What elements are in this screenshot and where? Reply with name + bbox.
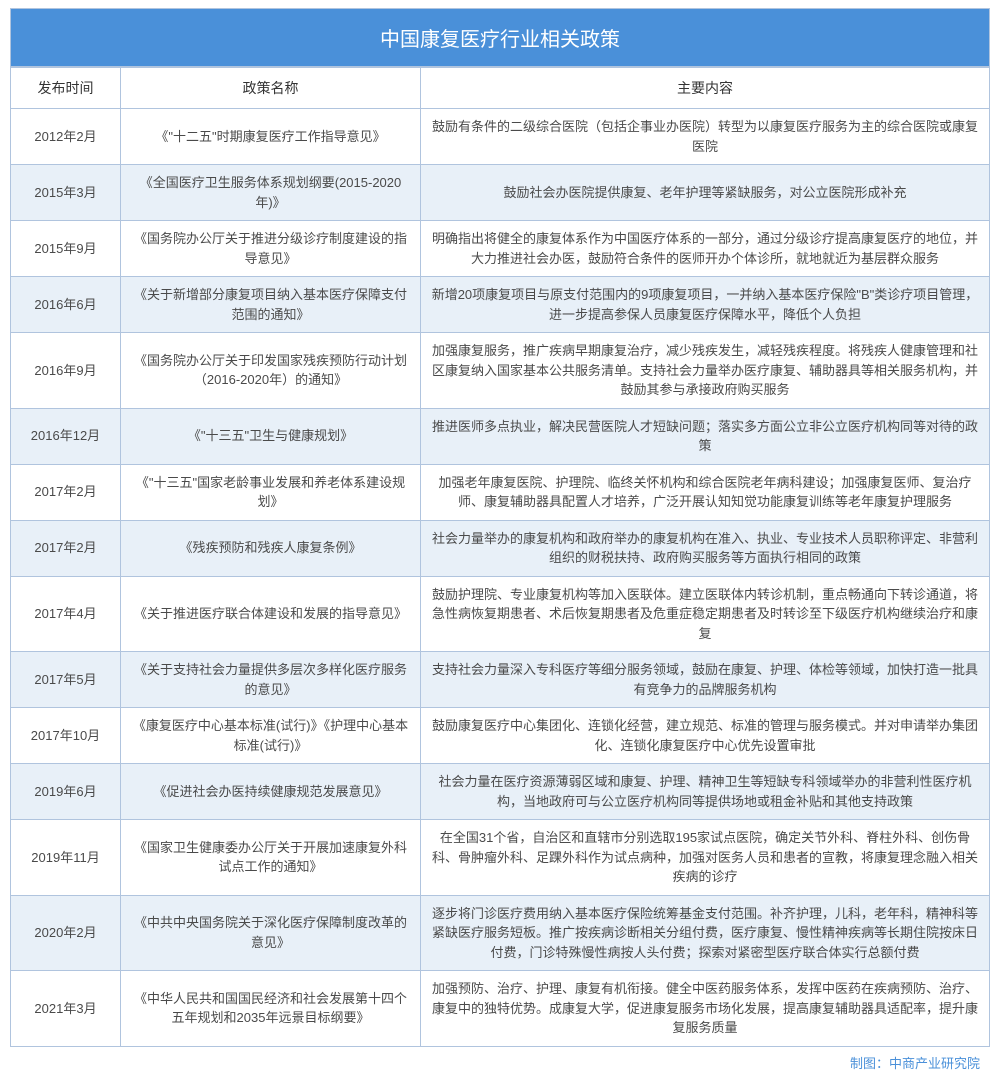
cell-content: 推进医师多点执业，解决民营医院人才短缺问题；落实多方面公立非公立医疗机构同等对待… (421, 408, 990, 464)
col-name: 政策名称 (121, 68, 421, 109)
cell-date: 2019年11月 (11, 820, 121, 896)
cell-policy-name: 《国务院办公厅关于印发国家残疾预防行动计划（2016-2020年）的通知》 (121, 333, 421, 409)
table-row: 2019年6月《促进社会办医持续健康规范发展意见》社会力量在医疗资源薄弱区域和康… (11, 764, 990, 820)
cell-date: 2016年12月 (11, 408, 121, 464)
cell-content: 加强预防、治疗、护理、康复有机衔接。健全中医药服务体系，发挥中医药在疾病预防、治… (421, 971, 990, 1047)
page-title: 中国康复医疗行业相关政策 (10, 8, 990, 67)
footer-credit: 制图：中商产业研究院 (10, 1047, 990, 1074)
table-row: 2017年2月《残疾预防和残疾人康复条例》社会力量举办的康复机构和政府举办的康复… (11, 520, 990, 576)
cell-content: 鼓励康复医疗中心集团化、连锁化经营，建立规范、标准的管理与服务模式。并对申请举办… (421, 708, 990, 764)
cell-policy-name: 《"十三五"国家老龄事业发展和养老体系建设规划》 (121, 464, 421, 520)
cell-content: 加强康复服务，推广疾病早期康复治疗，减少残疾发生，减轻残疾程度。将残疾人健康管理… (421, 333, 990, 409)
cell-date: 2015年9月 (11, 221, 121, 277)
cell-policy-name: 《国务院办公厅关于推进分级诊疗制度建设的指导意见》 (121, 221, 421, 277)
cell-policy-name: 《关于推进医疗联合体建设和发展的指导意见》 (121, 576, 421, 652)
cell-date: 2017年2月 (11, 520, 121, 576)
table-row: 2017年4月《关于推进医疗联合体建设和发展的指导意见》鼓励护理院、专业康复机构… (11, 576, 990, 652)
cell-date: 2017年4月 (11, 576, 121, 652)
col-date: 发布时间 (11, 68, 121, 109)
policy-table: 发布时间 政策名称 主要内容 2012年2月《"十二五"时期康复医疗工作指导意见… (10, 67, 990, 1047)
table-row: 2015年3月《全国医疗卫生服务体系规划纲要(2015-2020年)》鼓励社会办… (11, 165, 990, 221)
cell-policy-name: 《中共中央国务院关于深化医疗保障制度改革的意见》 (121, 895, 421, 971)
cell-content: 加强老年康复医院、护理院、临终关怀机构和综合医院老年病科建设；加强康复医师、复治… (421, 464, 990, 520)
cell-policy-name: 《国家卫生健康委办公厅关于开展加速康复外科试点工作的通知》 (121, 820, 421, 896)
cell-date: 2021年3月 (11, 971, 121, 1047)
table-header-row: 发布时间 政策名称 主要内容 (11, 68, 990, 109)
table-row: 2019年11月《国家卫生健康委办公厅关于开展加速康复外科试点工作的通知》在全国… (11, 820, 990, 896)
cell-policy-name: 《"十二五"时期康复医疗工作指导意见》 (121, 109, 421, 165)
table-row: 2021年3月《中华人民共和国国民经济和社会发展第十四个五年规划和2035年远景… (11, 971, 990, 1047)
cell-content: 明确指出将健全的康复体系作为中国医疗体系的一部分，通过分级诊疗提高康复医疗的地位… (421, 221, 990, 277)
table-row: 2017年5月《关于支持社会力量提供多层次多样化医疗服务的意见》支持社会力量深入… (11, 652, 990, 708)
cell-content: 逐步将门诊医疗费用纳入基本医疗保险统筹基金支付范围。补齐护理，儿科，老年科，精神… (421, 895, 990, 971)
table-row: 2017年10月《康复医疗中心基本标准(试行)》《护理中心基本标准(试行)》鼓励… (11, 708, 990, 764)
cell-content: 鼓励护理院、专业康复机构等加入医联体。建立医联体内转诊机制，重点畅通向下转诊通道… (421, 576, 990, 652)
cell-policy-name: 《"十三五"卫生与健康规划》 (121, 408, 421, 464)
cell-policy-name: 《中华人民共和国国民经济和社会发展第十四个五年规划和2035年远景目标纲要》 (121, 971, 421, 1047)
cell-policy-name: 《促进社会办医持续健康规范发展意见》 (121, 764, 421, 820)
table-row: 2017年2月《"十三五"国家老龄事业发展和养老体系建设规划》加强老年康复医院、… (11, 464, 990, 520)
cell-date: 2019年6月 (11, 764, 121, 820)
cell-content: 社会力量举办的康复机构和政府举办的康复机构在准入、执业、专业技术人员职称评定、非… (421, 520, 990, 576)
cell-date: 2017年5月 (11, 652, 121, 708)
cell-policy-name: 《残疾预防和残疾人康复条例》 (121, 520, 421, 576)
col-content: 主要内容 (421, 68, 990, 109)
table-row: 2016年6月《关于新增部分康复项目纳入基本医疗保障支付范围的通知》新增20项康… (11, 277, 990, 333)
cell-content: 支持社会力量深入专科医疗等细分服务领域，鼓励在康复、护理、体检等领域，加快打造一… (421, 652, 990, 708)
cell-policy-name: 《关于支持社会力量提供多层次多样化医疗服务的意见》 (121, 652, 421, 708)
cell-content: 新增20项康复项目与原支付范围内的9项康复项目，一并纳入基本医疗保险"B"类诊疗… (421, 277, 990, 333)
cell-date: 2016年9月 (11, 333, 121, 409)
table-row: 2012年2月《"十二五"时期康复医疗工作指导意见》鼓励有条件的二级综合医院（包… (11, 109, 990, 165)
cell-date: 2017年2月 (11, 464, 121, 520)
cell-date: 2020年2月 (11, 895, 121, 971)
cell-policy-name: 《康复医疗中心基本标准(试行)》《护理中心基本标准(试行)》 (121, 708, 421, 764)
cell-policy-name: 《全国医疗卫生服务体系规划纲要(2015-2020年)》 (121, 165, 421, 221)
table-row: 2016年9月《国务院办公厅关于印发国家残疾预防行动计划（2016-2020年）… (11, 333, 990, 409)
cell-content: 鼓励有条件的二级综合医院（包括企事业办医院）转型为以康复医疗服务为主的综合医院或… (421, 109, 990, 165)
cell-content: 社会力量在医疗资源薄弱区域和康复、护理、精神卫生等短缺专科领域举办的非营利性医疗… (421, 764, 990, 820)
cell-policy-name: 《关于新增部分康复项目纳入基本医疗保障支付范围的通知》 (121, 277, 421, 333)
cell-date: 2017年10月 (11, 708, 121, 764)
table-row: 2016年12月《"十三五"卫生与健康规划》推进医师多点执业，解决民营医院人才短… (11, 408, 990, 464)
table-row: 2020年2月《中共中央国务院关于深化医疗保障制度改革的意见》逐步将门诊医疗费用… (11, 895, 990, 971)
cell-content: 鼓励社会办医院提供康复、老年护理等紧缺服务，对公立医院形成补充 (421, 165, 990, 221)
cell-date: 2016年6月 (11, 277, 121, 333)
cell-content: 在全国31个省，自治区和直辖市分别选取195家试点医院，确定关节外科、脊柱外科、… (421, 820, 990, 896)
cell-date: 2015年3月 (11, 165, 121, 221)
cell-date: 2012年2月 (11, 109, 121, 165)
table-row: 2015年9月《国务院办公厅关于推进分级诊疗制度建设的指导意见》明确指出将健全的… (11, 221, 990, 277)
